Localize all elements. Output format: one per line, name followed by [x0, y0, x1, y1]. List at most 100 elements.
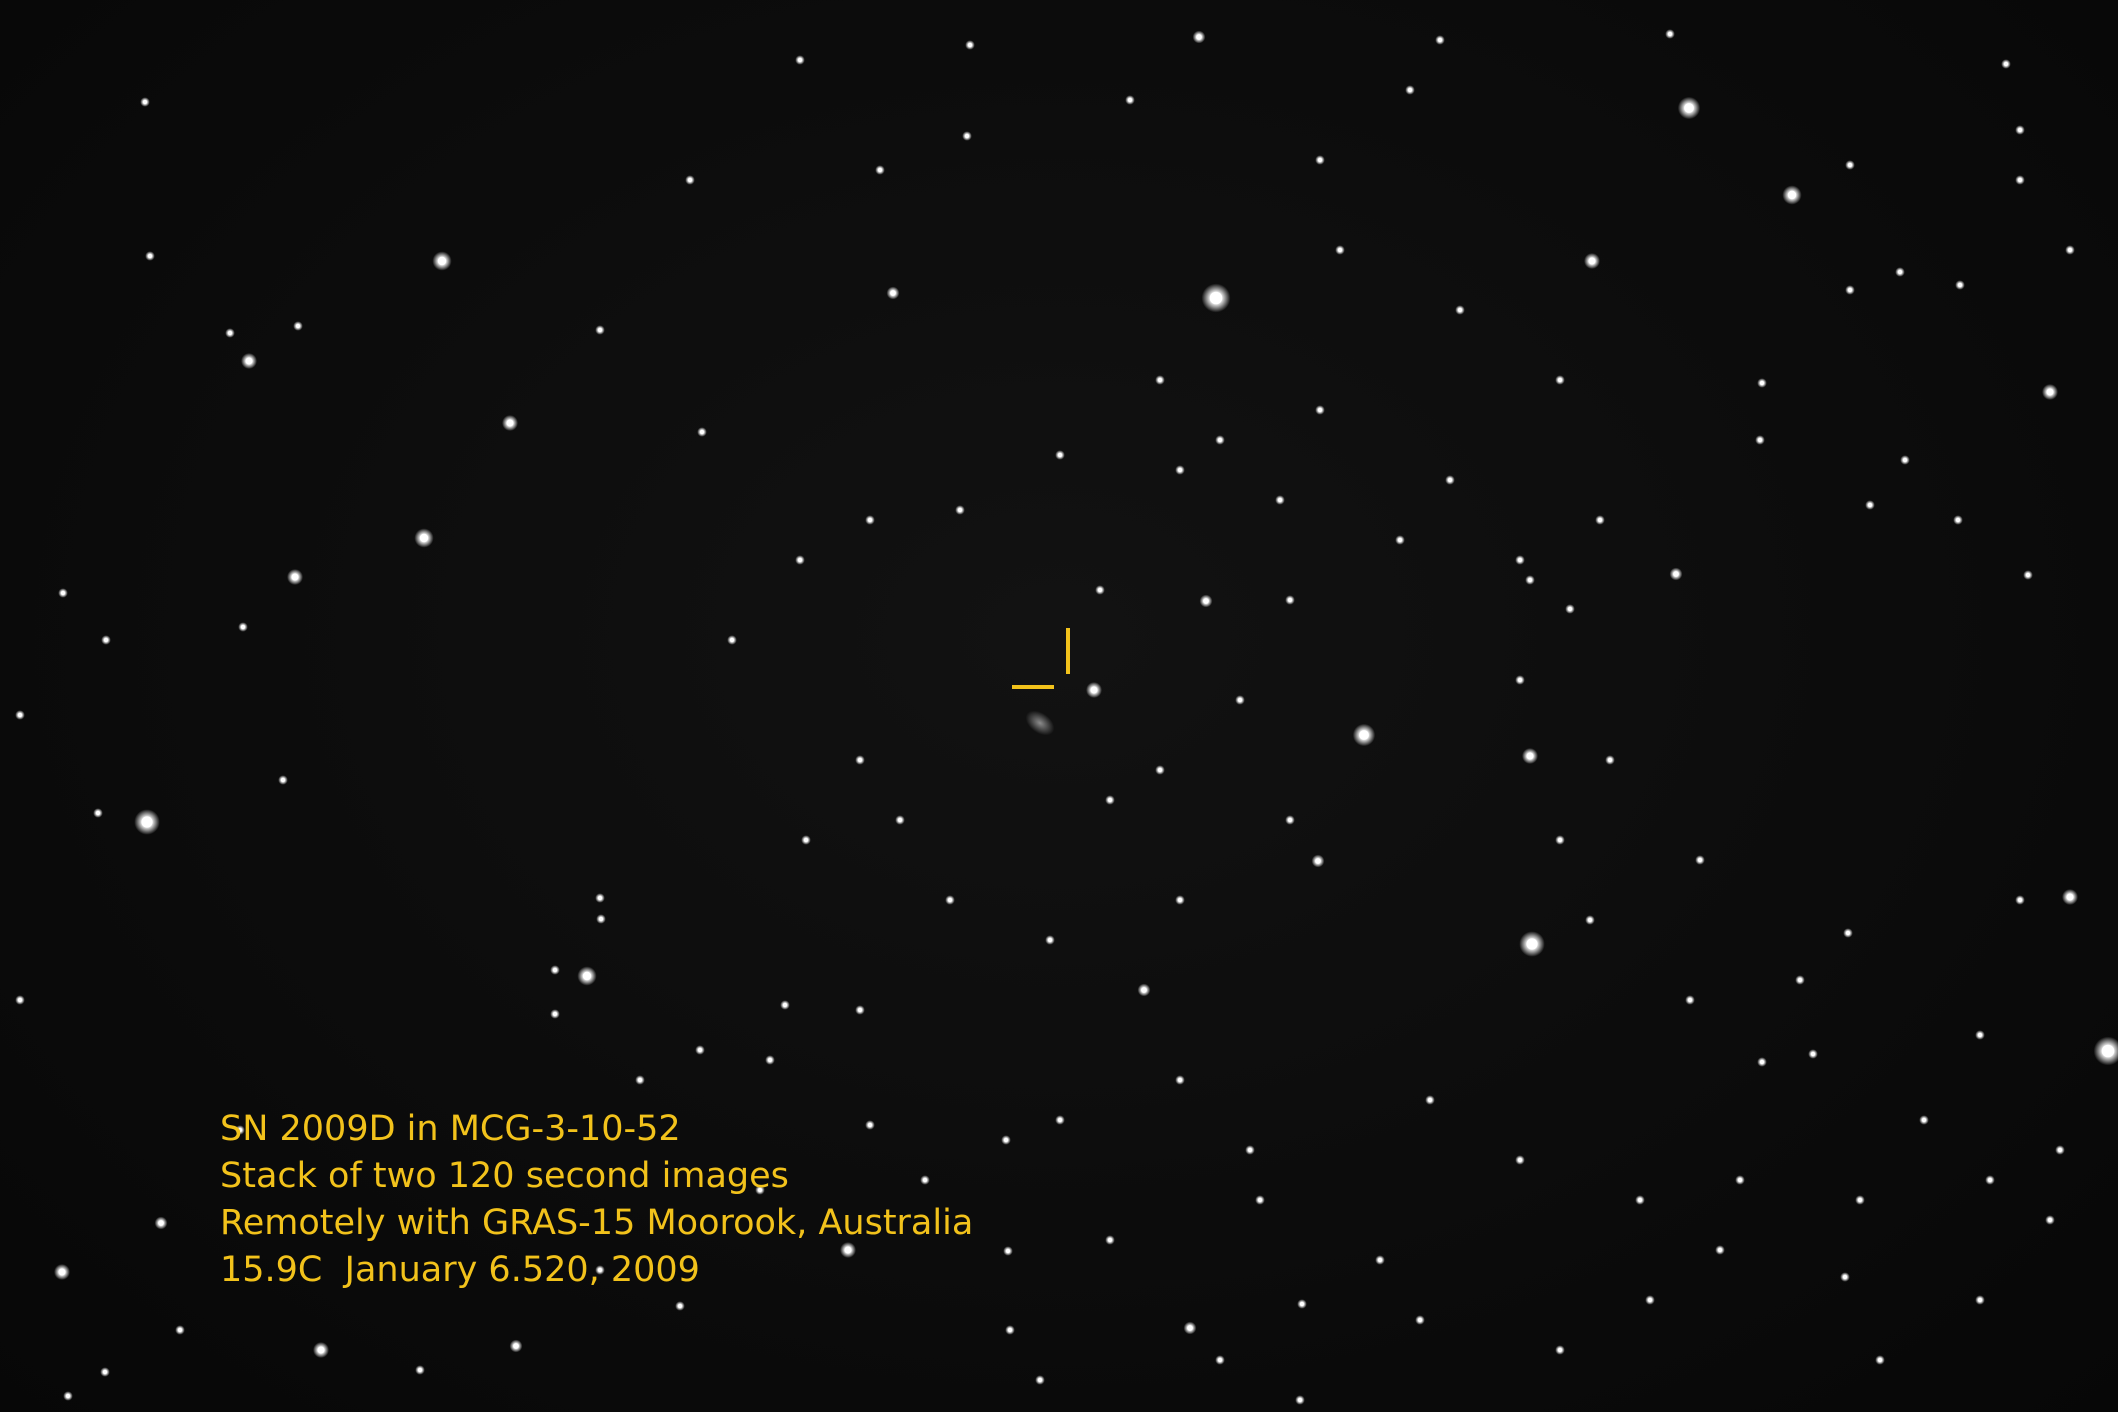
star-core	[1377, 1257, 1383, 1263]
star-core	[1567, 606, 1573, 612]
star-core	[1757, 437, 1763, 443]
star-core	[582, 971, 592, 981]
star-core	[1237, 697, 1243, 703]
star-core	[1902, 457, 1908, 463]
star-core	[922, 1177, 928, 1183]
star-core	[419, 533, 429, 543]
star-core	[417, 1367, 423, 1373]
star-core	[158, 1220, 164, 1226]
star-core	[1297, 1397, 1303, 1403]
star-core	[1759, 380, 1765, 386]
star-core	[1047, 937, 1053, 943]
star-core	[1315, 858, 1321, 864]
star-core	[295, 323, 301, 329]
marker-vertical-tick	[1066, 628, 1070, 674]
star-core	[1247, 1147, 1253, 1153]
star-core	[1517, 677, 1523, 683]
star-core	[1527, 577, 1533, 583]
star-core	[552, 967, 558, 973]
star-core	[1141, 987, 1147, 993]
star-core	[1877, 1357, 1883, 1363]
star-core	[141, 816, 153, 828]
star-core	[1003, 1137, 1009, 1143]
star-core	[1673, 571, 1679, 577]
caption-line-exposure: Stack of two 120 second images	[220, 1156, 789, 1196]
star-core	[1697, 857, 1703, 863]
star-core	[1557, 1347, 1563, 1353]
star-core	[552, 1011, 558, 1017]
star-core	[597, 1267, 603, 1273]
star-core	[1177, 467, 1183, 473]
star-core	[2046, 388, 2054, 396]
star-core	[597, 895, 603, 901]
star-core	[1359, 730, 1369, 740]
star-core	[767, 1057, 773, 1063]
star-core	[1427, 1097, 1433, 1103]
star-core	[1209, 291, 1223, 305]
star-core	[1337, 247, 1343, 253]
star-core	[1957, 282, 1963, 288]
star-core	[1845, 930, 1851, 936]
star-core	[147, 253, 153, 259]
star-core	[1687, 997, 1693, 1003]
star-core	[867, 1122, 873, 1128]
star-core	[177, 1327, 183, 1333]
star-core	[1759, 1059, 1765, 1065]
star-core	[142, 99, 148, 105]
star-core	[1107, 1237, 1113, 1243]
star-core	[877, 167, 883, 173]
star-core	[1517, 1157, 1523, 1163]
star-core	[2025, 572, 2031, 578]
star-core	[857, 1007, 863, 1013]
star-core	[1847, 287, 1853, 293]
star-core	[1287, 597, 1293, 603]
star-core	[803, 837, 809, 843]
star-core	[237, 1127, 243, 1133]
caption-line-magnitude-date: 15.9C January 6.520, 2009	[220, 1250, 700, 1290]
star-core	[1637, 1197, 1643, 1203]
star-core	[58, 1268, 66, 1276]
star-core	[757, 1187, 763, 1193]
star-core	[1217, 437, 1223, 443]
star-core	[1647, 1297, 1653, 1303]
star-core	[598, 916, 604, 922]
star-core	[95, 810, 101, 816]
star-core	[1977, 1032, 1983, 1038]
star-core	[17, 997, 23, 1003]
star-core	[2017, 177, 2023, 183]
star-core	[245, 357, 253, 365]
star-core	[699, 429, 705, 435]
star-core	[1667, 31, 1673, 37]
star-core	[597, 327, 603, 333]
star-core	[17, 712, 23, 718]
star-core	[947, 897, 953, 903]
star-core	[957, 507, 963, 513]
star-core	[1203, 598, 1209, 604]
star-core	[677, 1303, 683, 1309]
star-core	[1987, 1177, 1993, 1183]
star-core	[1057, 1117, 1063, 1123]
star-core	[103, 637, 109, 643]
star-core	[797, 57, 803, 63]
star-core	[1597, 517, 1603, 523]
star-core	[2066, 893, 2074, 901]
star-core	[60, 590, 66, 596]
star-core	[1955, 517, 1961, 523]
star-core	[1317, 157, 1323, 163]
star-core	[2047, 1217, 2053, 1223]
caption-line-telescope: Remotely with GRAS-15 Moorook, Australia	[220, 1203, 974, 1243]
star-core	[102, 1369, 108, 1375]
star-core	[1187, 1325, 1193, 1331]
caption-line-object: SN 2009D in MCG-3-10-52	[220, 1109, 681, 1149]
star-core	[1057, 452, 1063, 458]
star-core	[1299, 1301, 1305, 1307]
star-core	[513, 1343, 519, 1349]
star-core	[1810, 1051, 1816, 1057]
star-core	[1277, 497, 1283, 503]
star-core	[1457, 307, 1463, 313]
star-core	[867, 517, 873, 523]
star-core	[967, 42, 973, 48]
marker-horizontal-tick	[1012, 685, 1054, 689]
star-core	[964, 133, 970, 139]
